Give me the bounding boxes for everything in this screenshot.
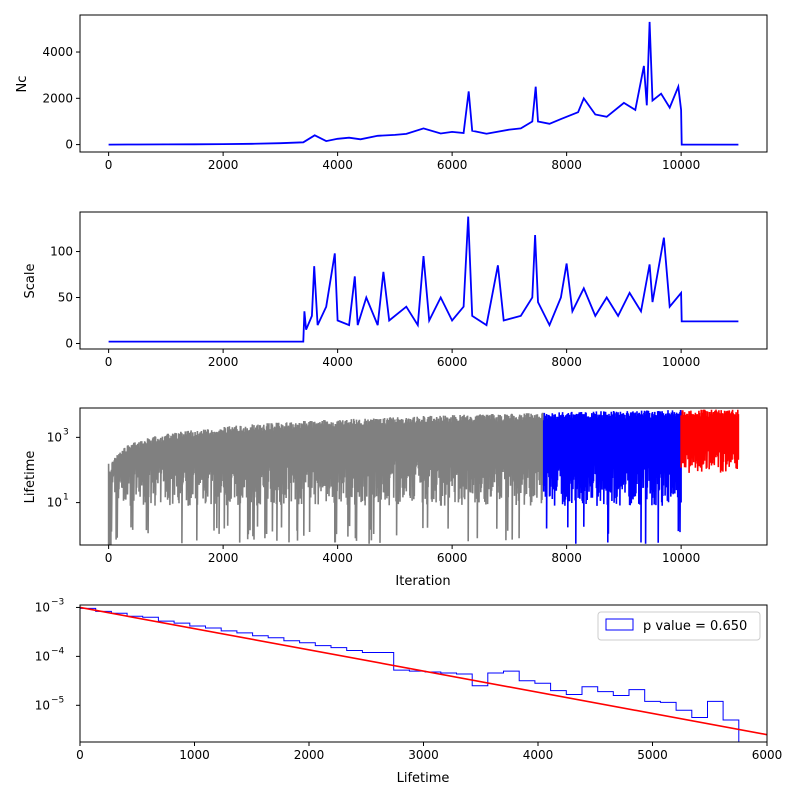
xlabel-iteration: Iteration <box>395 574 450 589</box>
lifetime-series <box>107 409 740 545</box>
axes-frame-lifetime <box>79 407 768 546</box>
x-tick-label: 6000 <box>752 748 783 762</box>
x-tick-label: 2000 <box>208 158 239 172</box>
legend-box <box>597 611 761 641</box>
x-tick-label: 4000 <box>322 551 353 565</box>
legend: p value = 0.650 <box>597 611 761 641</box>
x-tick-label: 0 <box>105 551 113 565</box>
x-tick-label: 0 <box>105 355 113 369</box>
lifetime-segment <box>542 409 682 544</box>
x-tick-label: 6000 <box>437 551 468 565</box>
histogram-content <box>80 606 767 742</box>
panel-nc: 0 2000 4000 6000 8000 10000 0 2000 4000 Nc <box>15 14 768 172</box>
ticks-nc: 0 2000 4000 6000 8000 10000 0 2000 4000 <box>42 45 700 172</box>
x-tick-label: 1000 <box>179 748 210 762</box>
y-tick-label: 10 <box>35 649 50 663</box>
y-tick-label: 2000 <box>42 91 73 105</box>
x-tick-label: 8000 <box>551 355 582 369</box>
x-tick-label: 10000 <box>662 158 700 172</box>
x-tick-label: 6000 <box>437 158 468 172</box>
y-tick-exponent: −5 <box>51 695 64 705</box>
y-tick-exponent: 3 <box>63 427 69 437</box>
series-line-nc <box>108 21 739 146</box>
y-tick-label: 0 <box>65 138 73 152</box>
x-tick-label: 8000 <box>551 158 582 172</box>
x-tick-label: 3000 <box>408 748 439 762</box>
lifetime-segment <box>107 412 545 545</box>
x-tick-label: 4000 <box>322 355 353 369</box>
fit-line <box>80 606 767 736</box>
xlabel-lifetime: Lifetime <box>397 771 450 786</box>
y-tick-label: 100 <box>50 245 73 259</box>
y-tick-label: 10 <box>35 698 50 712</box>
lifetime-segment <box>680 409 740 473</box>
y-tick-label: 10 <box>47 430 62 444</box>
x-tick-label: 4000 <box>322 158 353 172</box>
ylabel-lifetime: Lifetime <box>23 451 38 504</box>
histogram-steps <box>80 607 740 742</box>
y-tick-label: 4000 <box>42 45 73 59</box>
panel-scale: 0 2000 4000 6000 8000 10000 0 50 100 Scale <box>23 211 768 369</box>
x-tick-label: 0 <box>76 748 84 762</box>
x-tick-label: 2000 <box>208 355 239 369</box>
axes-frame-nc <box>79 14 768 153</box>
x-tick-label: 5000 <box>637 748 668 762</box>
y-tick-exponent: 1 <box>63 493 69 503</box>
axes-frame-scale <box>79 211 768 350</box>
y-tick-label: 10 <box>35 600 50 614</box>
x-tick-label: 0 <box>105 158 113 172</box>
x-tick-label: 4000 <box>523 748 554 762</box>
ylabel-nc: Nc <box>15 76 30 93</box>
x-tick-label: 2000 <box>294 748 325 762</box>
y-tick-label: 50 <box>58 291 73 305</box>
legend-swatch <box>605 618 634 631</box>
series-line-scale <box>108 216 739 343</box>
x-tick-label: 6000 <box>437 355 468 369</box>
ylabel-scale: Scale <box>23 264 38 299</box>
x-tick-label: 10000 <box>662 355 700 369</box>
x-tick-label: 10000 <box>662 551 700 565</box>
x-tick-label: 2000 <box>208 551 239 565</box>
x-tick-label: 8000 <box>551 551 582 565</box>
legend-label: p value = 0.650 <box>643 619 747 634</box>
y-tick-label: 10 <box>47 496 62 510</box>
y-tick-exponent: −4 <box>51 646 65 656</box>
y-tick-exponent: −3 <box>51 597 64 607</box>
y-tick-label: 0 <box>65 336 73 350</box>
ticks-scale: 0 2000 4000 6000 8000 10000 0 50 100 <box>50 245 700 369</box>
